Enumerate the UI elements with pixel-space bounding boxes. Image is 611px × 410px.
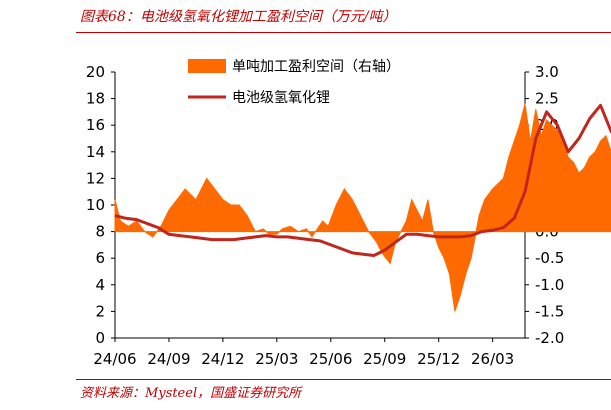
axes-layer: 02468101214161820-2.0-1.5-1.0-0.50.00.51… <box>86 63 564 368</box>
x-tick-label: 25/12 <box>417 350 460 368</box>
left-tick-label: 6 <box>95 249 105 267</box>
title-divider <box>76 32 611 33</box>
x-tick-label: 25/03 <box>255 350 298 368</box>
right-tick-label: -1.0 <box>535 276 564 294</box>
right-tick-label: 2.5 <box>535 90 559 108</box>
x-tick-label: 24/06 <box>93 350 136 368</box>
left-tick-label: 14 <box>86 143 105 161</box>
left-tick-label: 4 <box>95 276 105 294</box>
left-tick-label: 8 <box>95 223 105 241</box>
x-tick-label: 25/06 <box>309 350 352 368</box>
legend-label-profit: 单吨加工盈利空间（右轴） <box>232 59 400 75</box>
source-divider <box>76 379 611 380</box>
profit-area <box>114 103 611 312</box>
x-tick-label: 26/03 <box>471 350 514 368</box>
chart-title: 图表68：电池级氢氧化锂加工盈利空间（万元/吨） <box>80 9 397 25</box>
profit-area-layer <box>114 103 611 312</box>
price-line-layer <box>114 103 611 257</box>
legend-label-price: 电池级氢氧化锂 <box>232 90 330 106</box>
left-tick-label: 10 <box>86 196 105 214</box>
right-tick-label: -2.0 <box>535 329 564 347</box>
x-tick-label: 24/09 <box>147 350 190 368</box>
x-tick-label: 24/12 <box>201 350 244 368</box>
left-tick-label: 20 <box>86 63 105 81</box>
left-tick-label: 2 <box>95 302 105 320</box>
left-tick-label: 18 <box>86 90 105 108</box>
right-tick-label: -1.5 <box>535 302 564 320</box>
legend-swatch-profit <box>188 59 226 73</box>
source-note: 资料来源：Mysteel，国盛证券研究所 <box>80 386 302 401</box>
x-tick-label: 25/09 <box>363 350 406 368</box>
left-tick-label: 16 <box>86 116 105 134</box>
right-tick-label: 3.0 <box>535 63 559 81</box>
price-line <box>114 103 611 257</box>
left-tick-label: 0 <box>95 329 105 347</box>
left-tick-label: 12 <box>86 169 105 187</box>
right-tick-label: -0.5 <box>535 249 564 267</box>
legend: 单吨加工盈利空间（右轴） 电池级氢氧化锂 <box>188 59 400 106</box>
